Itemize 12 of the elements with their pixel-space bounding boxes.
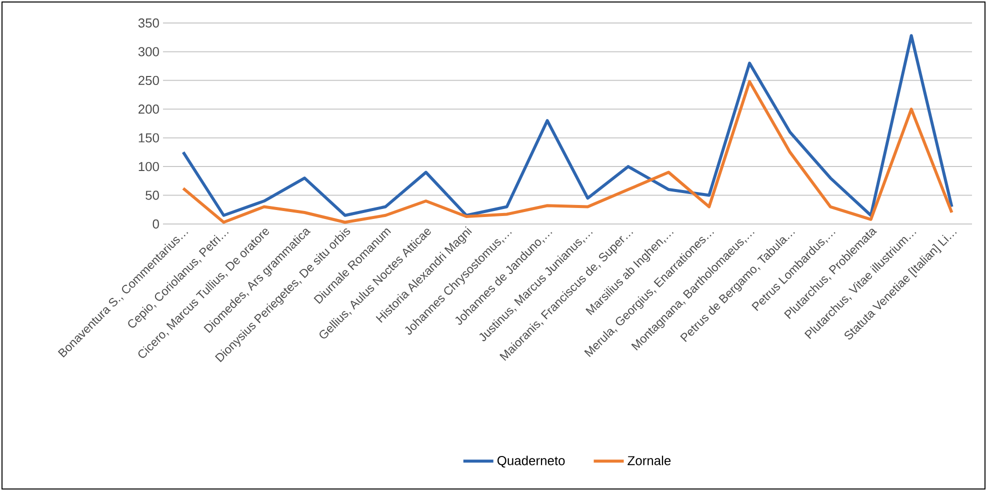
y-tick-label: 250 xyxy=(138,76,159,85)
y-tick-label: 300 xyxy=(138,47,159,56)
y-tick-label: 100 xyxy=(138,162,159,172)
legend-label: Zornale xyxy=(628,456,671,466)
y-tick-label: 50 xyxy=(146,190,159,200)
line-series xyxy=(182,34,954,217)
y-tick-label: 0 xyxy=(152,219,159,229)
y-tick-label: 350 xyxy=(138,18,159,28)
y-tick-label: 150 xyxy=(138,133,159,142)
y-tick-label: 200 xyxy=(138,104,159,114)
line-series xyxy=(182,80,954,224)
legend-label: Quaderneto xyxy=(497,456,565,468)
